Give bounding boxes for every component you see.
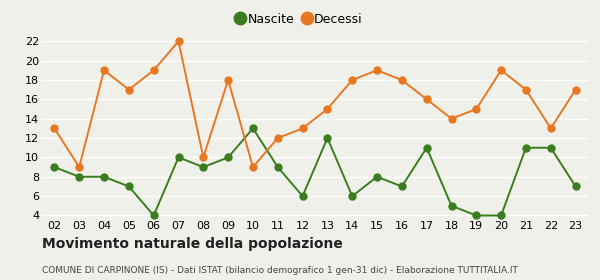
Text: COMUNE DI CARPINONE (IS) - Dati ISTAT (bilancio demografico 1 gen-31 dic) - Elab: COMUNE DI CARPINONE (IS) - Dati ISTAT (b…: [42, 266, 518, 275]
Decessi: [76, 165, 83, 169]
Nascite: [51, 165, 58, 169]
Nascite: [200, 165, 207, 169]
Decessi: [448, 117, 455, 120]
Nascite: [572, 185, 579, 188]
Decessi: [523, 88, 530, 91]
Decessi: [497, 69, 505, 72]
Nascite: [100, 175, 107, 178]
Decessi: [224, 78, 232, 82]
Nascite: [299, 194, 306, 198]
Nascite: [423, 146, 430, 150]
Nascite: [175, 156, 182, 159]
Legend: Nascite, Decessi: Nascite, Decessi: [232, 8, 368, 31]
Nascite: [398, 185, 406, 188]
Decessi: [398, 78, 406, 82]
Decessi: [572, 88, 579, 91]
Decessi: [274, 136, 281, 140]
Decessi: [373, 69, 380, 72]
Decessi: [473, 107, 480, 111]
Nascite: [448, 204, 455, 207]
Nascite: [497, 214, 505, 217]
Line: Nascite: Nascite: [51, 125, 579, 219]
Decessi: [100, 69, 107, 72]
Nascite: [224, 156, 232, 159]
Decessi: [250, 165, 257, 169]
Decessi: [423, 98, 430, 101]
Nascite: [373, 175, 380, 178]
Nascite: [523, 146, 530, 150]
Decessi: [51, 127, 58, 130]
Nascite: [349, 194, 356, 198]
Decessi: [349, 78, 356, 82]
Nascite: [324, 136, 331, 140]
Line: Decessi: Decessi: [51, 38, 579, 171]
Decessi: [200, 156, 207, 159]
Nascite: [473, 214, 480, 217]
Decessi: [150, 69, 157, 72]
Nascite: [250, 127, 257, 130]
Decessi: [125, 88, 133, 91]
Nascite: [76, 175, 83, 178]
Text: Movimento naturale della popolazione: Movimento naturale della popolazione: [42, 237, 343, 251]
Nascite: [150, 214, 157, 217]
Nascite: [274, 165, 281, 169]
Nascite: [125, 185, 133, 188]
Decessi: [175, 39, 182, 43]
Nascite: [547, 146, 554, 150]
Decessi: [299, 127, 306, 130]
Decessi: [547, 127, 554, 130]
Decessi: [324, 107, 331, 111]
